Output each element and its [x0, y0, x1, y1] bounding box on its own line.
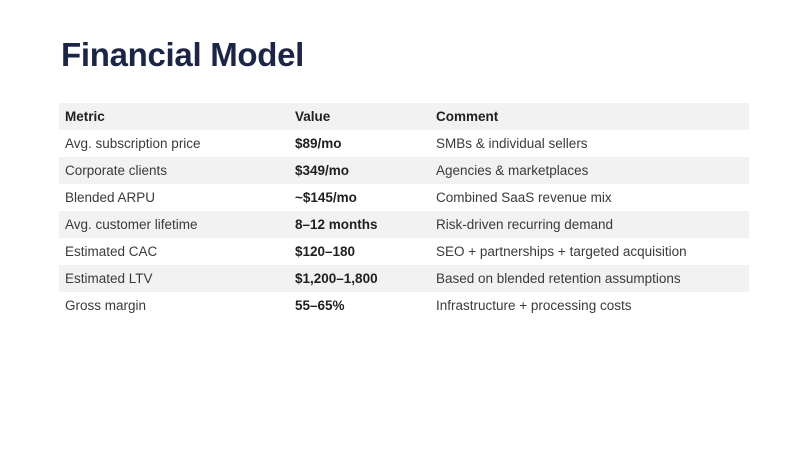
financial-table: Metric Value Comment Avg. subscription p… — [59, 103, 749, 319]
metric-cell: Gross margin — [65, 298, 147, 313]
table-row: Estimated CAC $120–180 SEO + partnership… — [59, 238, 749, 265]
comment-cell: SMBs & individual sellers — [436, 136, 588, 151]
value-cell: 55–65% — [295, 298, 345, 313]
comment-cell: Based on blended retention assumptions — [436, 271, 681, 286]
comment-cell: SEO + partnerships + targeted acquisitio… — [436, 244, 687, 259]
comment-cell: Agencies & marketplaces — [436, 163, 589, 178]
table-row: Avg. customer lifetime 8–12 months Risk-… — [59, 211, 749, 238]
value-cell: 8–12 months — [295, 217, 378, 232]
value-cell: $89/mo — [295, 136, 342, 151]
table-row: Estimated LTV $1,200–1,800 Based on blen… — [59, 265, 749, 292]
metric-cell: Estimated CAC — [65, 244, 158, 259]
value-cell: $1,200–1,800 — [295, 271, 378, 286]
comment-cell: Risk-driven recurring demand — [436, 217, 614, 232]
comment-cell: Combined SaaS revenue mix — [436, 190, 612, 205]
table-row: Blended ARPU ~$145/mo Combined SaaS reve… — [59, 184, 749, 211]
header-metric: Metric — [65, 109, 105, 124]
metric-cell: Avg. subscription price — [65, 136, 201, 151]
value-cell: $349/mo — [295, 163, 350, 178]
table-row: Corporate clients $349/mo Agencies & mar… — [59, 157, 749, 184]
metric-cell: Estimated LTV — [65, 271, 153, 286]
metric-cell: Corporate clients — [65, 163, 168, 178]
header-comment: Comment — [436, 109, 499, 124]
page-title: Financial Model — [61, 36, 305, 73]
comment-cell: Infrastructure + processing costs — [436, 298, 632, 313]
table-row: Avg. subscription price $89/mo SMBs & in… — [59, 130, 749, 157]
header-value: Value — [295, 109, 331, 124]
table-header-row: Metric Value Comment — [59, 103, 749, 130]
metric-cell: Avg. customer lifetime — [65, 217, 198, 232]
value-cell: ~$145/mo — [295, 190, 357, 205]
value-cell: $120–180 — [295, 244, 356, 259]
table-row: Gross margin 55–65% Infrastructure + pro… — [59, 292, 749, 319]
metric-cell: Blended ARPU — [65, 190, 156, 205]
